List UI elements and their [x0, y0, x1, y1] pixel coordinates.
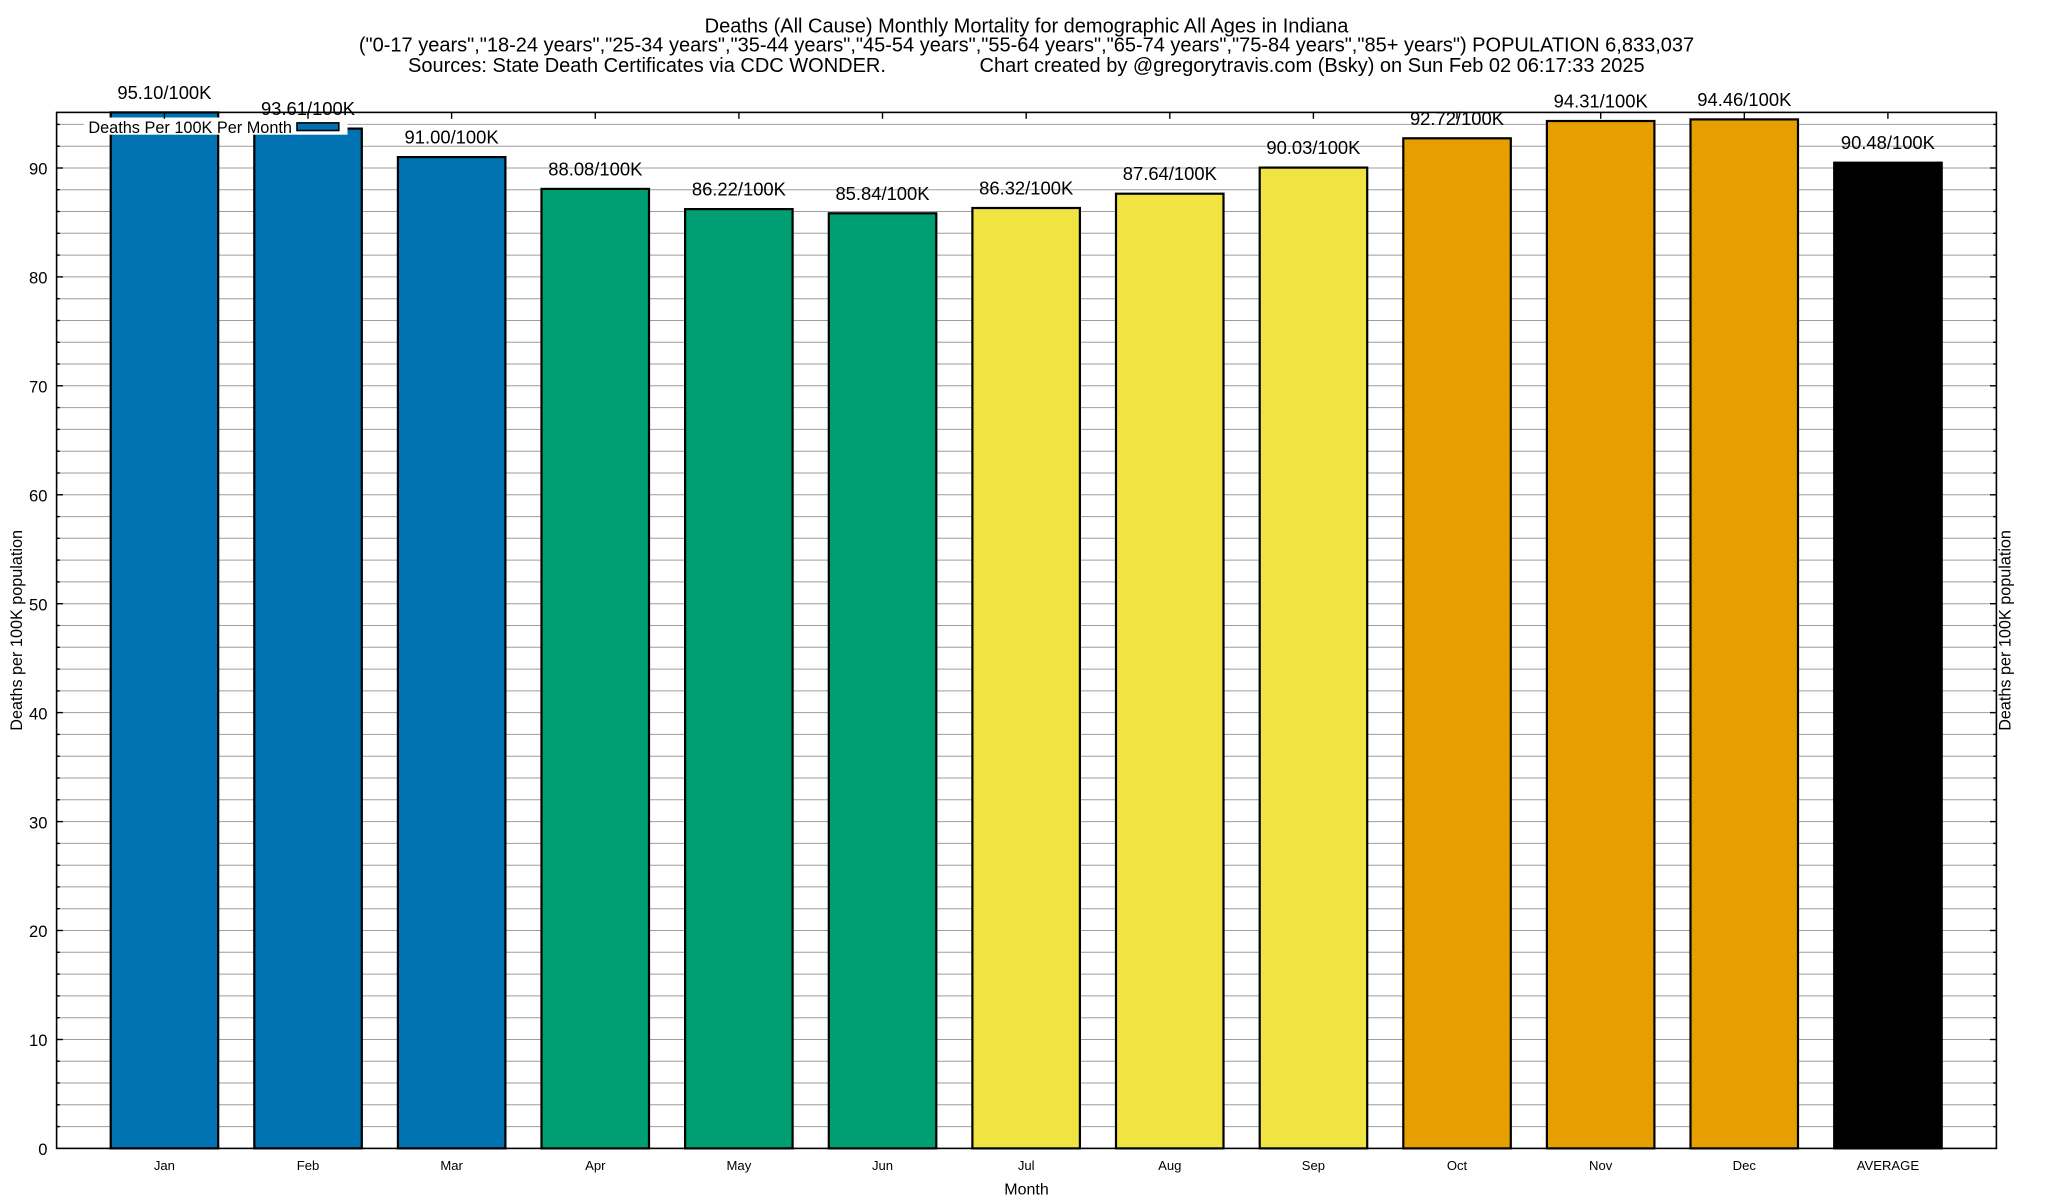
svg-text:Oct: Oct [1447, 1158, 1468, 1173]
svg-text:94.46/100K: 94.46/100K [1697, 89, 1792, 110]
svg-text:80: 80 [29, 269, 47, 288]
svg-text:93.61/100K: 93.61/100K [261, 98, 356, 119]
svg-text:86.32/100K: 86.32/100K [979, 178, 1074, 199]
svg-text:Deaths per 100K population: Deaths per 100K population [8, 530, 26, 731]
svg-text:40: 40 [29, 704, 47, 723]
svg-text:91.00/100K: 91.00/100K [405, 127, 500, 148]
svg-text:94.31/100K: 94.31/100K [1554, 91, 1649, 112]
svg-text:Mar: Mar [440, 1158, 463, 1173]
svg-text:("0-17 years","18-24 years","2: ("0-17 years","18-24 years","25-34 years… [359, 34, 1694, 56]
svg-text:Nov: Nov [1589, 1158, 1613, 1173]
svg-text:92.72/100K: 92.72/100K [1410, 108, 1505, 129]
svg-text:70: 70 [29, 378, 47, 397]
svg-text:Deaths per 100K population: Deaths per 100K population [1997, 530, 2015, 731]
svg-text:0: 0 [38, 1140, 47, 1159]
svg-text:90.03/100K: 90.03/100K [1266, 137, 1361, 158]
svg-text:85.84/100K: 85.84/100K [835, 183, 930, 204]
svg-text:86.22/100K: 86.22/100K [692, 179, 787, 200]
svg-text:87.64/100K: 87.64/100K [1123, 163, 1218, 184]
svg-text:Sources: State Death Certifica: Sources: State Death Certificates via CD… [408, 55, 886, 77]
svg-text:Feb: Feb [297, 1158, 320, 1173]
svg-text:Aug: Aug [1158, 1158, 1181, 1173]
svg-text:AVERAGE: AVERAGE [1857, 1158, 1920, 1173]
svg-text:60: 60 [29, 487, 47, 506]
svg-text:Sep: Sep [1302, 1158, 1325, 1173]
svg-text:Apr: Apr [585, 1158, 606, 1173]
svg-text:May: May [727, 1158, 752, 1173]
svg-text:50: 50 [29, 595, 47, 614]
svg-text:Jul: Jul [1018, 1158, 1035, 1173]
svg-text:30: 30 [29, 813, 47, 832]
svg-text:88.08/100K: 88.08/100K [548, 158, 643, 179]
svg-text:95.10/100K: 95.10/100K [117, 82, 212, 103]
svg-text:Deaths (All Cause) Monthly Mor: Deaths (All Cause) Monthly Mortality for… [705, 15, 1350, 37]
svg-text:Chart created by @gregorytravi: Chart created by @gregorytravis.com (Bsk… [980, 55, 1645, 77]
svg-text:90.48/100K: 90.48/100K [1841, 132, 1936, 153]
svg-text:Jan: Jan [154, 1158, 175, 1173]
svg-text:Month: Month [1004, 1181, 1048, 1198]
svg-text:Deaths Per 100K Per Month: Deaths Per 100K Per Month [88, 119, 292, 137]
svg-text:Jun: Jun [872, 1158, 893, 1173]
svg-text:20: 20 [29, 922, 47, 941]
svg-text:Dec: Dec [1733, 1158, 1757, 1173]
svg-text:10: 10 [29, 1031, 47, 1050]
svg-text:90: 90 [29, 160, 47, 179]
